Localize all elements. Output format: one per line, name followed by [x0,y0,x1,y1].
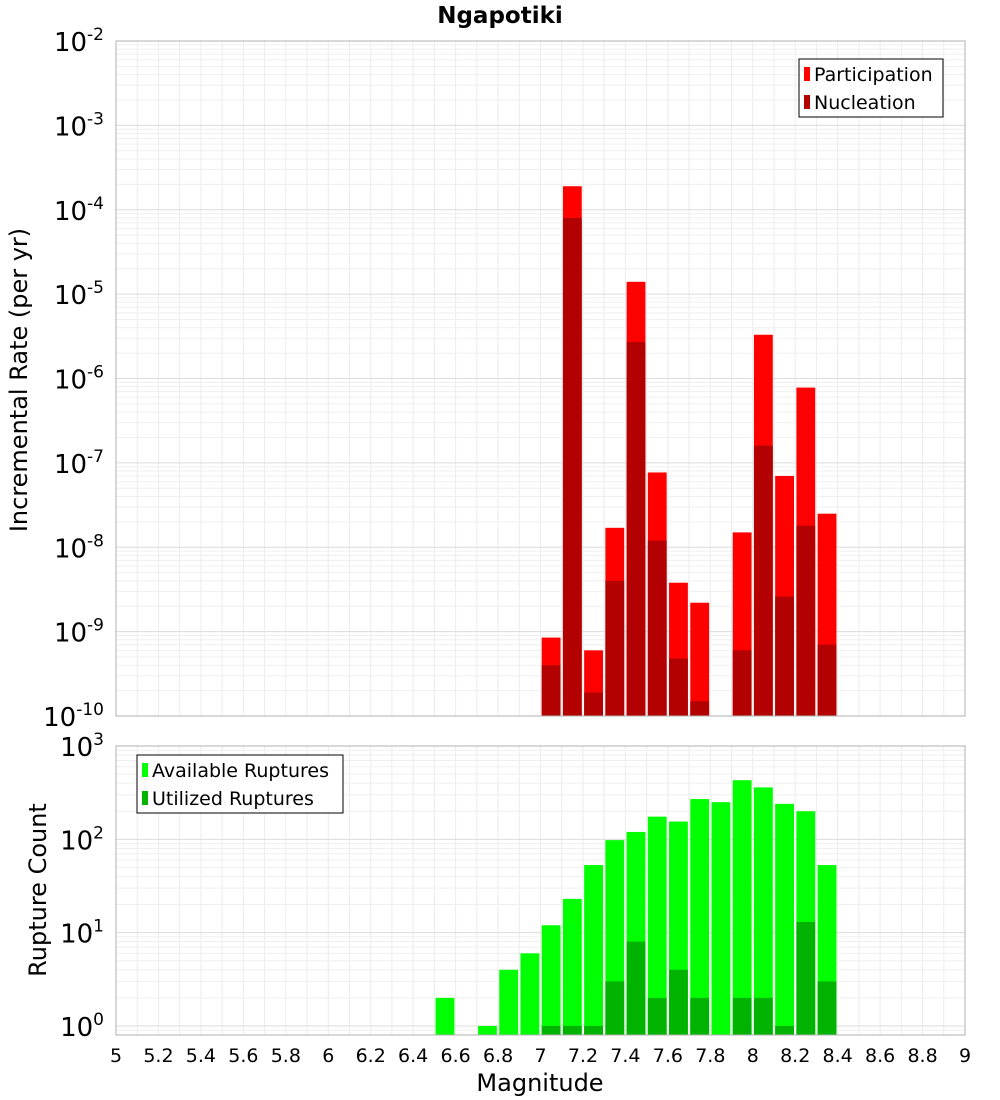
nucleation-bar [584,692,603,716]
utilized-ruptures-bar [669,969,688,1035]
utilized-ruptures-bar [541,1025,561,1035]
plot-frame [115,745,966,1036]
x-tick-label: 7 [534,1045,546,1067]
y-tick-label: 10-9 [54,616,104,649]
x-tick-label: 8 [747,1045,759,1067]
utilized-ruptures-bar [796,922,816,1035]
x-tick-label: 5 [110,1045,122,1067]
x-tick-label: 6.4 [398,1045,428,1067]
y-tick-label: 100 [60,1010,104,1043]
nucleation-bar [647,540,667,716]
x-tick-label: 8.8 [907,1045,937,1067]
y-tick-label: 10-10 [43,700,104,733]
x-tick-label: 6.8 [483,1045,513,1067]
x-tick-label: 5.2 [143,1045,173,1067]
chart-title: Ngapotiki [437,3,563,29]
x-tick-label: 8.6 [865,1045,895,1067]
participation-bar [690,602,710,716]
legend-label: Nucleation [814,92,916,114]
top-plot: 10-2 10-3 10-4 10-5 10-6 10-7 10-8 10-9 10-10 Par… [43,25,966,733]
available-ruptures-bar [541,925,561,1035]
nucleation-bar [690,701,710,716]
y-tick-label: 10-5 [54,278,104,311]
x-tick-label: 8.2 [780,1045,810,1067]
bottom-y-axis-label: Rupture Count [24,803,52,977]
available-ruptures-bar [584,865,603,1035]
utilized-ruptures-bar [647,997,667,1035]
y-tick-label: 10-4 [54,194,104,227]
legend-swatch [804,67,810,81]
nucleation-bar [753,445,773,716]
available-ruptures-bar [520,953,540,1035]
x-tick-label: 7.8 [695,1045,725,1067]
nucleation-bar [605,580,625,716]
nucleation-bar [626,342,646,716]
available-ruptures-bar [647,816,667,1035]
legend-label: Participation [814,64,933,86]
x-tick-label: 5.4 [186,1045,216,1067]
available-ruptures-bar [753,787,773,1035]
y-tick-label: 10-7 [54,447,104,480]
y-tick-label: 102 [60,823,104,856]
legend-label: Utilized Ruptures [152,788,314,810]
nucleation-bar [541,665,561,716]
y-tick-label: 10-6 [54,363,104,396]
y-tick-label: 103 [60,730,104,763]
y-tick-label: 101 [60,917,104,950]
top-y-axis-label: Incremental Rate (per yr) [5,228,33,532]
x-tick-label: 6 [322,1045,334,1067]
available-ruptures-bar [711,802,731,1035]
x-tick-label: 8.4 [823,1045,853,1067]
x-tick-label: 7.4 [610,1045,640,1067]
utilized-ruptures-bar [626,941,646,1035]
available-ruptures-bar [775,803,794,1035]
utilized-ruptures-bar [562,1025,582,1035]
x-tick-label: 7.2 [568,1045,598,1067]
legend: Available Ruptures Utilized Ruptures [136,754,344,814]
nucleation-bar [775,596,794,716]
x-tick-label: 7.6 [653,1045,683,1067]
utilized-ruptures-bar [817,981,837,1035]
x-tick-label: 9 [959,1045,971,1067]
x-tick-label: 5.8 [271,1045,301,1067]
nucleation-bar [562,217,582,716]
legend-box [136,754,344,814]
available-ruptures-bar [478,1025,497,1035]
nucleation-bar [796,525,816,716]
available-ruptures-bar [732,780,752,1035]
x-tick-label: 6.2 [356,1045,386,1067]
y-tick-label: 10-2 [54,25,104,58]
nucleation-bar [732,650,752,716]
legend: Participation Nucleation [798,58,944,118]
available-ruptures-bar [690,799,710,1035]
x-tick-label: 5.6 [228,1045,258,1067]
x-axis-label: Magnitude [476,1069,603,1097]
utilized-ruptures-bar [605,981,625,1035]
utilized-ruptures-bar [732,997,752,1035]
legend-swatch [142,763,148,777]
legend-swatch [142,791,148,805]
utilized-ruptures-bar [753,997,773,1035]
y-tick-label: 10-3 [54,109,104,142]
nucleation-bar [669,658,688,716]
nucleation-bar [817,644,837,716]
available-ruptures-bar [435,997,455,1035]
plot-frame [115,40,966,717]
legend-box [798,58,944,118]
available-ruptures-bar [562,898,582,1035]
utilized-ruptures-bar [690,997,710,1035]
utilized-ruptures-bar [775,1025,794,1035]
legend-label: Available Ruptures [152,760,329,782]
y-tick-label: 10-8 [54,531,104,564]
legend-swatch [804,95,810,109]
x-tick-label: 6.6 [440,1045,470,1067]
available-ruptures-bar [499,969,519,1035]
utilized-ruptures-bar [584,1025,603,1035]
